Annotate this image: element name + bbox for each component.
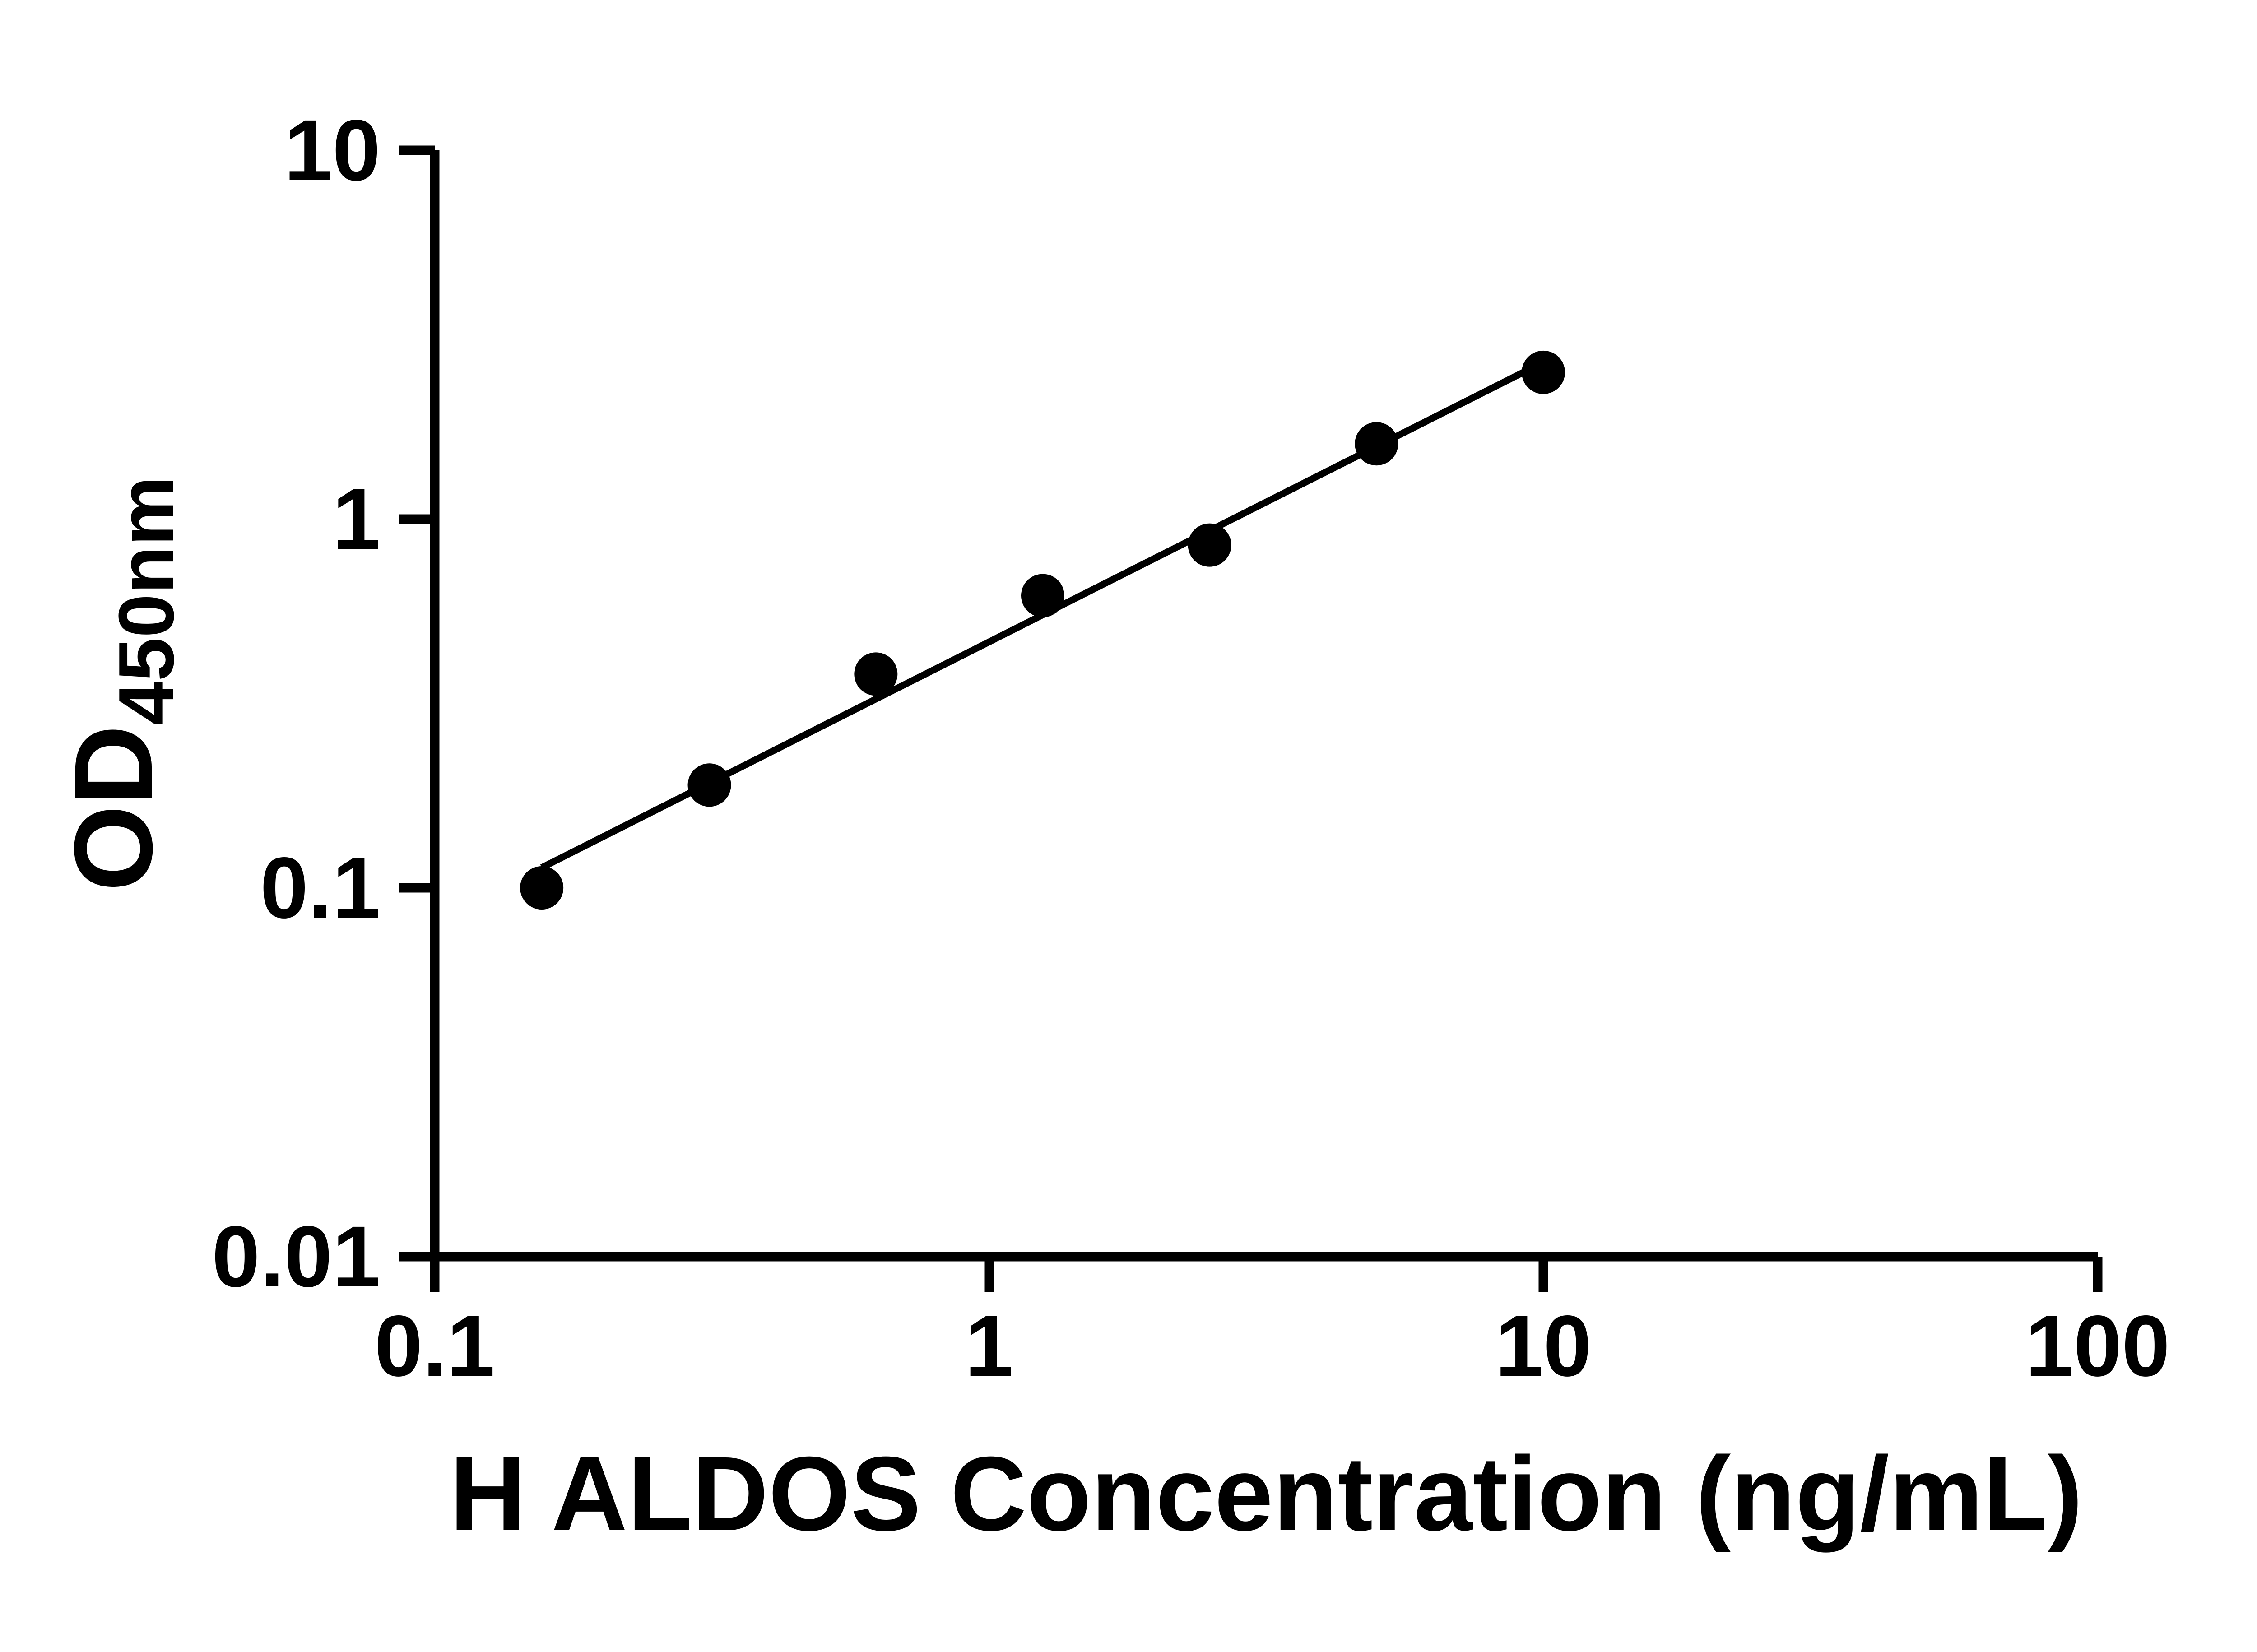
data-point bbox=[1021, 574, 1065, 617]
data-point bbox=[1522, 350, 1565, 394]
data-point bbox=[520, 866, 564, 910]
y-axis-title-sub: 450nm bbox=[102, 476, 190, 725]
x-tick-label: 100 bbox=[2025, 1297, 2170, 1394]
y-axis-title: OD450nm bbox=[51, 476, 190, 891]
y-axis-title-main: OD bbox=[51, 725, 176, 891]
y-tick-label: 10 bbox=[284, 102, 381, 199]
data-point bbox=[1355, 422, 1398, 466]
x-tick-label: 0.1 bbox=[375, 1297, 495, 1394]
x-axis-title: H ALDOS Concentration (ng/mL) bbox=[450, 1434, 2083, 1553]
axes-group bbox=[429, 150, 2098, 1262]
ticks-group bbox=[399, 145, 2103, 1292]
data-point bbox=[687, 763, 731, 807]
x-tick-label: 10 bbox=[1495, 1297, 1592, 1394]
y-tick-label: 0.01 bbox=[212, 1208, 381, 1305]
x-tick-label: 1 bbox=[965, 1297, 1013, 1394]
data-point bbox=[1188, 523, 1231, 567]
y-tick-label: 0.1 bbox=[260, 839, 381, 936]
data-point bbox=[854, 652, 898, 696]
series-group bbox=[520, 350, 1565, 910]
y-tick-label: 1 bbox=[332, 470, 381, 567]
